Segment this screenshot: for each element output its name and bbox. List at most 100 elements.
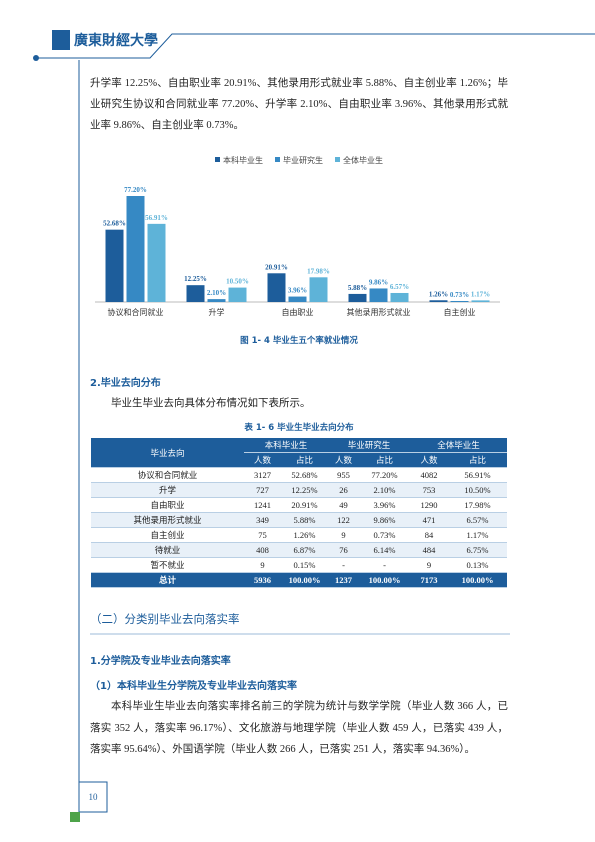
header-cell: 全体毕业生 [410, 438, 508, 453]
page-number: 10 [89, 792, 99, 802]
table-cell: 100.00% [281, 572, 329, 588]
data-label: 20.91% [265, 263, 288, 271]
x-tick-label: 其他录用形式就业 [347, 307, 411, 317]
bar [369, 288, 388, 302]
data-label: 56.91% [145, 214, 168, 222]
data-label: 52.68% [103, 220, 126, 228]
subsection-heading: （1）本科毕业生分学院及专业毕业去向落实率 [90, 681, 297, 692]
table-row: 自主创业 75 1.26% 9 0.73% 84 1.17% [91, 527, 508, 543]
paragraph: 毕业生毕业去向具体分布情况如下表所示。 [111, 398, 311, 409]
table: 毕业去向 本科毕业生 毕业研究生 全体毕业生 人数 占比 人数 占比 人数 占比 协议和合同就业 31… [91, 438, 508, 588]
header-dot [33, 55, 39, 61]
table-cell: 2.10% [359, 482, 411, 498]
section-heading: 2.毕业去向分布 [90, 378, 161, 389]
bar [348, 293, 367, 302]
bar [450, 300, 469, 302]
table-cell: 56.91% [448, 467, 508, 483]
table-cell: 12.25% [281, 482, 329, 498]
x-tick-label: 升学 [209, 307, 225, 317]
chart: 本科毕业生 毕业研究生 全体毕业生 52.68% 77.20% 56.91% 协议和合同就业… [95, 155, 500, 317]
table-cell: 1290 [410, 497, 449, 513]
legend-label: 全体毕业生 [343, 155, 383, 165]
table-cell: 暂不就业 [91, 557, 244, 573]
table-row: 暂不就业 9 0.15% - -9 0.13% [91, 557, 508, 573]
table-cell: 0.15% [281, 557, 329, 573]
bar [186, 285, 205, 302]
x-tick-label: 自主创业 [444, 307, 476, 317]
table-cell: 5936 [244, 572, 281, 588]
table-cell: 77.20% [359, 467, 411, 483]
table-cell: 自主创业 [91, 527, 244, 543]
table-cell: 0.73% [359, 527, 411, 543]
legend-swatch [215, 157, 220, 162]
table-cell: 1237 [328, 572, 360, 588]
logo-text: 廣東財經大學 [74, 32, 158, 49]
table-cell: 349 [244, 512, 281, 528]
bar [390, 292, 409, 302]
table-cell: 484 [410, 542, 449, 558]
data-label: 3.96% [288, 287, 307, 295]
table-cell: 408 [244, 542, 281, 558]
table-cell: 1.17% [448, 527, 508, 543]
table-row: 自由职业 1241 20.91% 49 3.96% 1290 17.98% [91, 497, 508, 513]
table-wrap: 毕业去向 本科毕业生 毕业研究生 全体毕业生 人数 占比 人数 占比 人数 占比 协议和合同就业 31… [91, 438, 508, 588]
data-label: 12.25% [184, 275, 207, 283]
table-cell: 84 [410, 527, 449, 543]
x-tick-label: 自由职业 [282, 307, 314, 317]
subsection-heading: 1.分学院及专业毕业去向落实率 [90, 656, 231, 667]
header-cell: 人数 [244, 452, 281, 468]
table-cell: 75 [244, 527, 281, 543]
table-cell: 待就业 [91, 542, 244, 558]
table-cell: 3.96% [359, 497, 411, 513]
header-line [36, 33, 595, 59]
table-cell: 1.26% [281, 527, 329, 543]
table-cell: 自由职业 [91, 497, 244, 513]
table-cell: 6.87% [281, 542, 329, 558]
header-cell: 毕业去向 [91, 438, 244, 468]
x-tick-label: 协议和合同就业 [108, 307, 164, 317]
data-label: 10.50% [226, 278, 249, 286]
table-cell: - [359, 557, 411, 573]
bar [471, 300, 490, 302]
data-label: 1.17% [471, 290, 490, 298]
data-label: 9.86% [369, 278, 388, 286]
table-cell: 76 [328, 542, 360, 558]
section-heading: （二）分类别毕业去向落实率 [90, 612, 240, 626]
data-label: 2.10% [207, 289, 226, 297]
bar [288, 296, 307, 302]
table-cell: 3127 [244, 467, 281, 483]
table-cell: 6.14% [359, 542, 411, 558]
bar [228, 287, 247, 302]
header-cell: 占比 [448, 452, 508, 468]
table-title: 表 1- 6 毕业生毕业去向分布 [244, 423, 354, 433]
bar [207, 299, 226, 302]
data-label: 17.98% [307, 267, 330, 275]
table-cell: 471 [410, 512, 449, 528]
table-cell: 100.00% [448, 572, 508, 588]
table-cell: 955 [328, 467, 360, 483]
header-cell: 占比 [281, 452, 329, 468]
table-cell: 100.00% [359, 572, 411, 588]
data-label: 77.20% [124, 186, 147, 194]
table-cell: 20.91% [281, 497, 329, 513]
legend-label: 本科毕业生 [223, 155, 263, 165]
data-label: 6.57% [390, 283, 409, 291]
paragraph: 升学率 12.25%、自由职业率 20.91%、其他录用形式就业率 5.88%、… [90, 78, 508, 131]
table-cell: 727 [244, 482, 281, 498]
table-cell: 753 [410, 482, 449, 498]
bar [309, 277, 328, 302]
logo-mark [52, 30, 70, 50]
table-cell: 52.68% [281, 467, 329, 483]
table-row: 协议和合同就业 3127 52.68% 955 77.20% 4082 56.91% [91, 467, 508, 483]
table-row: 升学 727 12.25% 26 2.10% 753 10.50% [91, 482, 508, 498]
table-row: 其他录用形式就业 349 5.88% 122 9.86% 471 6.57% [91, 512, 508, 528]
table-cell: 17.98% [448, 497, 508, 513]
figure-caption: 图 1- 4 毕业生五个率就业情况 [240, 336, 358, 346]
bar [267, 273, 286, 302]
header-cell: 人数 [328, 452, 360, 468]
corner-square [70, 812, 80, 822]
table-cell: 协议和合同就业 [91, 467, 244, 483]
table-cell: 9 [410, 557, 449, 573]
